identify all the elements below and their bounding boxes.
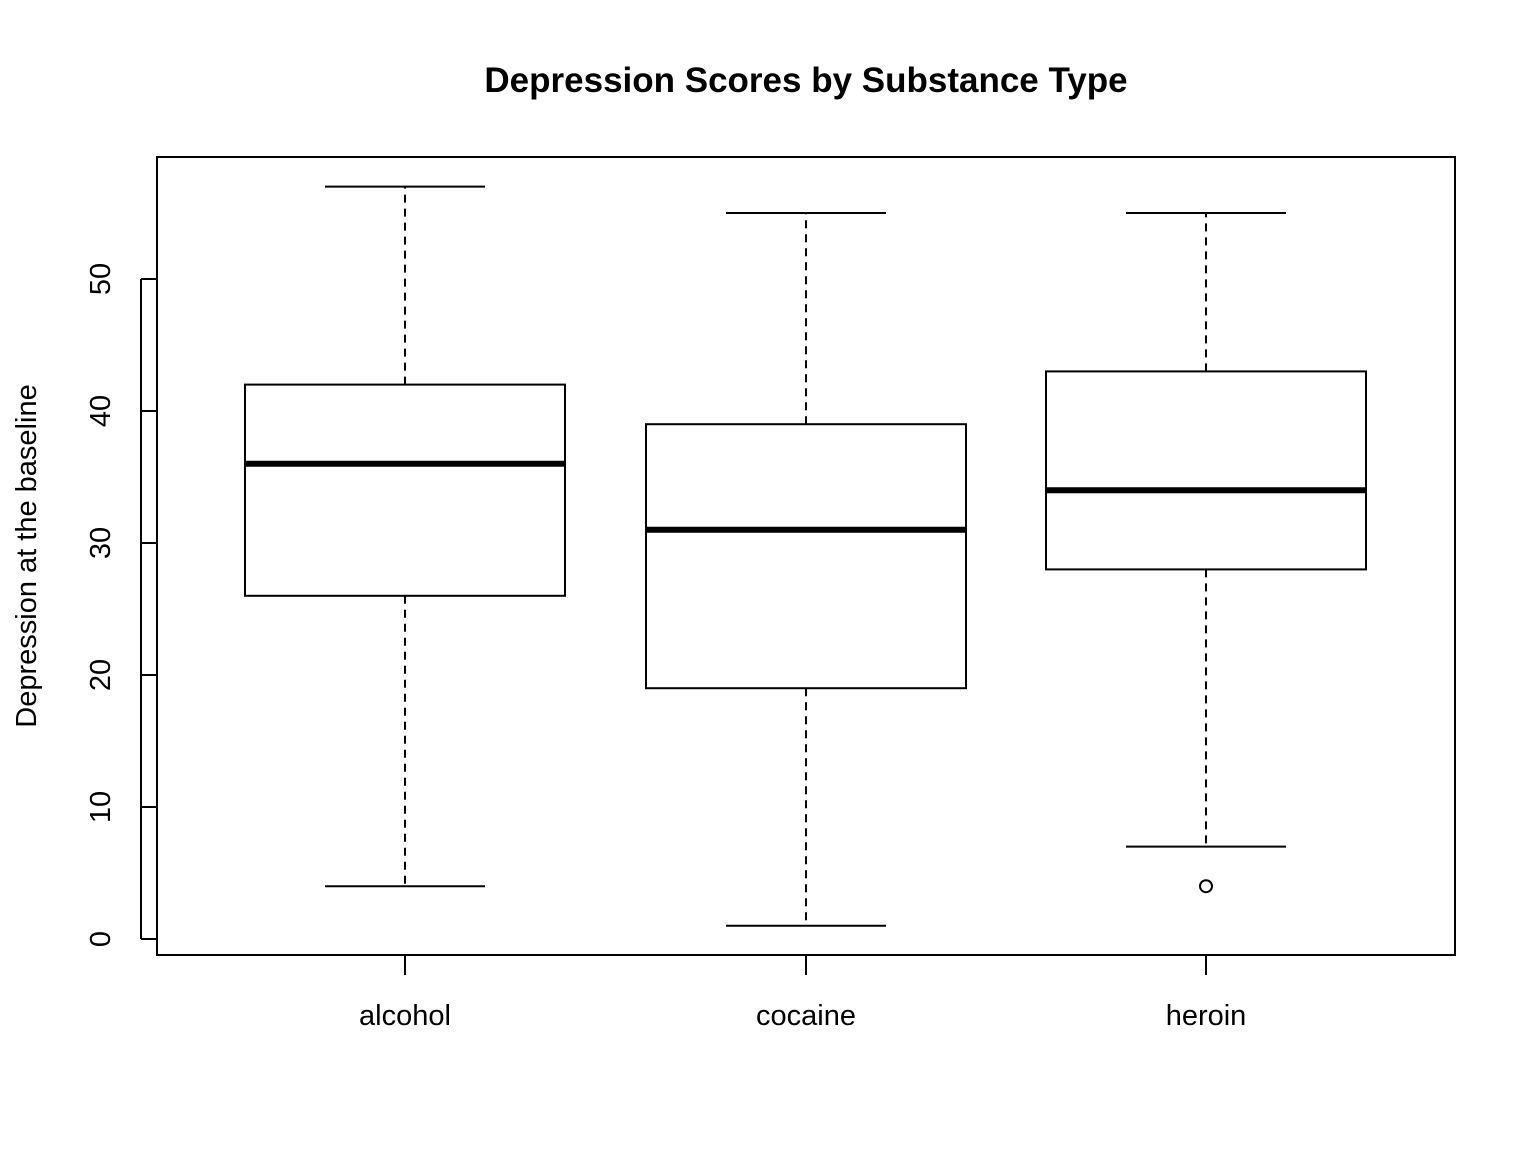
boxes-group bbox=[244, 185, 1367, 927]
y-tick-label-30: 30 bbox=[85, 527, 117, 559]
x-axis: alcohol cocaine heroin bbox=[359, 955, 1246, 1032]
x-tick-label-heroin: heroin bbox=[1166, 1000, 1247, 1032]
x-tick-label-alcohol: alcohol bbox=[359, 1000, 451, 1032]
chart-title: Depression Scores by Substance Type bbox=[484, 61, 1127, 100]
iqr-box-heroin bbox=[1045, 370, 1367, 571]
iqr-box-alcohol bbox=[244, 383, 566, 597]
y-tick-label-40: 40 bbox=[85, 395, 117, 427]
box-heroin bbox=[1045, 212, 1367, 894]
y-tick-label-10: 10 bbox=[85, 791, 117, 823]
y-tick-label-20: 20 bbox=[85, 659, 117, 691]
y-axis: 0 10 20 30 40 50 bbox=[85, 263, 157, 947]
y-tick-label-50: 50 bbox=[85, 263, 117, 295]
box-cocaine bbox=[645, 212, 967, 927]
iqr-box-cocaine bbox=[645, 423, 967, 690]
x-tick-label-cocaine: cocaine bbox=[756, 1000, 856, 1032]
y-axis-label: Depression at the baseline bbox=[11, 384, 43, 727]
y-tick-label-0: 0 bbox=[85, 931, 117, 947]
box-alcohol bbox=[244, 185, 566, 888]
outlier-heroin-0 bbox=[1199, 879, 1213, 894]
